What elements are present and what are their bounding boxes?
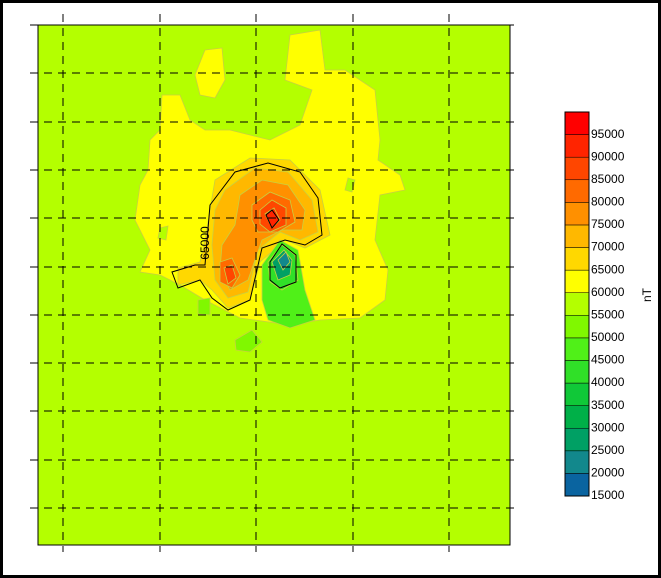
colorbar-swatch	[564, 134, 590, 158]
colorbar-border	[564, 111, 590, 497]
colorbar-tick-label: 95000	[591, 127, 625, 141]
colorbar-swatch	[564, 473, 590, 497]
colorbar-swatch	[564, 315, 590, 339]
colorbar-swatch	[564, 156, 590, 181]
colorbar-tick-label: 70000	[591, 240, 625, 254]
colorbar-tick-label: 80000	[591, 195, 625, 209]
plot-border	[37, 24, 511, 546]
colorbar-swatch	[564, 382, 590, 406]
colorbar-tick-label: 15000	[591, 488, 625, 502]
contour-label: 65000	[198, 226, 212, 260]
colorbar-swatch	[564, 360, 590, 384]
colorbar-swatch	[564, 179, 590, 203]
colorbar-tick-label: 30000	[591, 420, 625, 434]
colorbar-swatch	[564, 292, 590, 316]
colorbar-swatch	[564, 269, 590, 293]
colorbar-swatch	[564, 337, 590, 361]
colorbar-tick-label: 75000	[591, 217, 625, 231]
colorbar-tick-label: 65000	[591, 262, 625, 276]
colorbar-tick-label: 20000	[591, 466, 625, 480]
colorbar-swatch	[564, 405, 590, 429]
colorbar-tick-label: 55000	[591, 307, 625, 321]
colorbar-tick-label: 90000	[591, 149, 625, 163]
colorbar-swatch	[564, 427, 590, 452]
colorbar-tick-label: 40000	[591, 375, 625, 389]
colorbar-tick-label: 50000	[591, 330, 625, 344]
colorbar-tick-label: 45000	[591, 353, 625, 367]
colorbar-swatch	[564, 450, 590, 474]
colorbar-label: nT	[640, 287, 654, 302]
colorbar-tick-label: 25000	[591, 443, 625, 457]
colorbar-swatch	[564, 202, 590, 226]
colorbar-tick-label: 60000	[591, 285, 625, 299]
colorbar-tick-label: 85000	[591, 172, 625, 186]
colorbar-swatch	[564, 111, 590, 135]
colorbar-swatch	[564, 224, 590, 248]
colorbar-tick-label: 35000	[591, 398, 625, 412]
colorbar-swatch	[564, 247, 590, 271]
contour-fill	[134, 29, 406, 353]
